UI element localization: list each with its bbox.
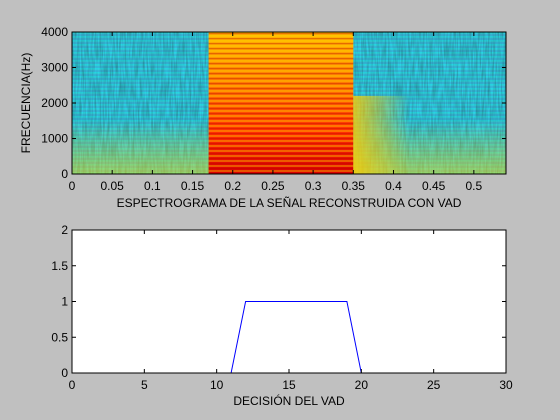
y-tick-label: 1: [61, 295, 68, 309]
x-tick-label: 0.25: [261, 179, 285, 193]
x-tick-label: 0.45: [422, 179, 446, 193]
spectrogram-y-label: FRECUENCIA(Hz): [19, 53, 33, 154]
spectrogram-image: [72, 32, 506, 174]
y-tick-label: 1000: [41, 132, 68, 146]
y-tick-label: 0: [61, 366, 68, 380]
x-tick-label: 25: [427, 378, 441, 392]
x-tick-label: 20: [355, 378, 369, 392]
vad-x-label: DECISIÓN DEL VAD: [233, 393, 345, 408]
x-tick-label: 10: [210, 378, 224, 392]
x-tick-label: 0.3: [305, 179, 322, 193]
y-tick-label: 2: [61, 223, 68, 237]
x-tick-label: 0.1: [144, 179, 161, 193]
spectrogram-x-ticks: 0 0.05 0.1 0.15 0.2 0.25 0.3 0.35 0.4 0.45 0.5: [69, 32, 483, 193]
x-tick-label: 0.5: [466, 179, 483, 193]
y-tick-label: 4000: [41, 25, 68, 39]
spectrogram-y-ticks: 0 1000 2000 3000 4000: [41, 25, 506, 181]
y-tick-label: 0.5: [51, 330, 68, 344]
spectrogram-x-label: ESPECTROGRAMA DE LA SEÑAL RECONSTRUIDA C…: [117, 196, 462, 210]
y-tick-label: 0: [61, 167, 68, 181]
vad-series-line: [72, 301, 506, 373]
x-tick-label: 0.15: [181, 179, 205, 193]
x-tick-label: 0: [69, 179, 76, 193]
x-tick-label: 0.05: [101, 179, 125, 193]
spectrogram-axes: 0 0.05 0.1 0.15 0.2 0.25 0.3 0.35 0.4 0.45 0.5 0 10…: [19, 25, 507, 210]
vad-x-ticks: 0 5 10 15 20 25 30: [69, 230, 513, 392]
x-tick-label: 0.4: [385, 179, 402, 193]
x-tick-label: 15: [282, 378, 296, 392]
x-tick-label: 0.2: [224, 179, 241, 193]
vad-axes: 0 5 10 15 20 25 30 0 0.5 1 1.5 2 DECISIÓN DEL VAD: [51, 223, 513, 408]
y-tick-label: 3000: [41, 61, 68, 75]
y-tick-label: 1.5: [51, 259, 68, 273]
x-tick-label: 0: [69, 378, 76, 392]
x-tick-label: 0.35: [342, 179, 366, 193]
speech-harmonics: [208, 32, 354, 174]
x-tick-label: 5: [141, 378, 148, 392]
x-tick-label: 30: [499, 378, 513, 392]
y-tick-label: 2000: [41, 96, 68, 110]
speech-tail: [353, 95, 410, 174]
vad-y-ticks: 0 0.5 1 1.5 2: [51, 223, 506, 380]
